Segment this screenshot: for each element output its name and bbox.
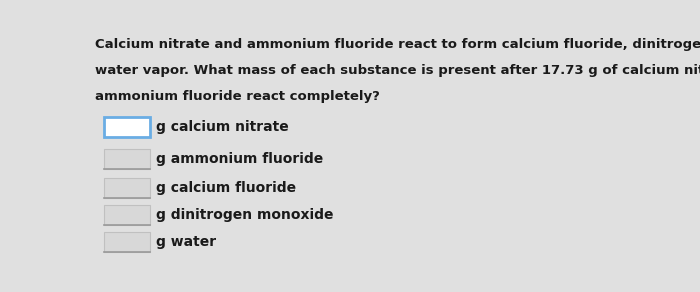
Text: g ammonium fluoride: g ammonium fluoride — [156, 152, 323, 166]
Text: Calcium nitrate and ammonium fluoride react to form calcium fluoride, dinitrogen: Calcium nitrate and ammonium fluoride re… — [94, 39, 700, 51]
Text: g calcium nitrate: g calcium nitrate — [156, 120, 289, 134]
Text: ammonium fluoride react completely?: ammonium fluoride react completely? — [94, 90, 379, 103]
FancyBboxPatch shape — [104, 232, 150, 252]
Text: g dinitrogen monoxide: g dinitrogen monoxide — [156, 208, 334, 222]
Text: water vapor. What mass of each substance is present after 17.73 g of calcium nit: water vapor. What mass of each substance… — [94, 64, 700, 77]
Text: g calcium fluoride: g calcium fluoride — [156, 181, 297, 195]
FancyBboxPatch shape — [104, 117, 150, 137]
Text: g water: g water — [156, 235, 216, 249]
FancyBboxPatch shape — [104, 149, 150, 169]
FancyBboxPatch shape — [104, 205, 150, 225]
FancyBboxPatch shape — [104, 178, 150, 198]
